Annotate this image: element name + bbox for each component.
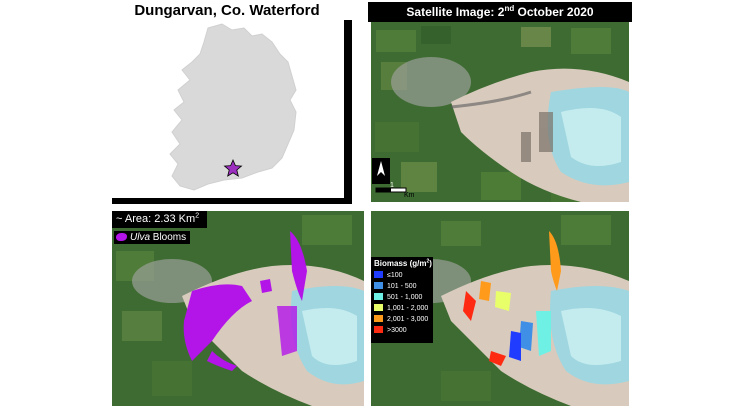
- biomass-patches: [463, 231, 561, 366]
- satellite-header-suffix: October 2020: [514, 5, 594, 19]
- biomass-title-text: Biomass (g/m: [374, 259, 427, 268]
- satellite-header-sup: nd: [504, 4, 515, 13]
- biomass-legend-label: 501 - 1,000: [387, 294, 423, 301]
- biomass-legend-swatch: [374, 304, 383, 311]
- biomass-legend-swatch: [374, 282, 383, 289]
- biomass-legend-item: 101 - 500: [374, 281, 433, 292]
- biomass-legend-item: 501 - 1,000: [374, 292, 433, 303]
- biomass-legend-rows: ≤100 101 - 500 501 - 1,000 1,001 - 2,000 2,0…: [374, 270, 433, 336]
- scale-value: 1: [390, 182, 394, 189]
- biomass-legend-swatch: [374, 271, 383, 278]
- satellite-header-prefix: Satellite Image: 2: [406, 5, 505, 19]
- frame-bottom: [112, 198, 348, 204]
- north-arrow-icon: [377, 161, 385, 176]
- ulva-legend-suffix: Blooms: [150, 232, 187, 243]
- biomass-title-end: ): [429, 259, 432, 268]
- biomass-legend-item: 2,001 - 3,000: [374, 314, 433, 325]
- ireland-locator-map: [112, 20, 352, 204]
- ulva-legend-swatch: [116, 233, 127, 241]
- ulva-bloom-areas: [183, 231, 307, 371]
- locator-map-title: Dungarvan, Co. Waterford: [134, 2, 320, 19]
- scale-unit-label: Km: [404, 192, 415, 199]
- biomass-legend: Biomass (g/m2) ≤100 101 - 500 501 - 1,000 1…: [371, 257, 433, 343]
- biomass-title-sup: 2: [426, 258, 430, 265]
- dungarvan-star-icon: [223, 158, 243, 177]
- biomass-legend-item: 1,001 - 2,000: [374, 303, 433, 314]
- biomass-legend-label: 1,001 - 2,000: [387, 305, 429, 312]
- bloom-area-text: ~ Area: 2.33 Km: [116, 213, 196, 225]
- biomass-legend-item: ≤100: [374, 270, 433, 281]
- biomass-legend-label: ≤100: [387, 272, 403, 279]
- biomass-legend-swatch: [374, 326, 383, 333]
- satellite-header: Satellite Image: 2nd October 2020: [368, 2, 632, 22]
- ulva-legend-italic: Ulva: [130, 232, 151, 243]
- frame-right: [344, 20, 352, 204]
- biomass-legend-label: >3000: [387, 327, 407, 334]
- biomass-legend-title: Biomass (g/m2): [374, 259, 433, 268]
- ulva-legend: Ulva Blooms: [114, 231, 191, 244]
- north-arrow-scale-bar: 1: [372, 158, 407, 193]
- biomass-map: [371, 211, 629, 406]
- satellite-image: [371, 22, 629, 202]
- biomass-legend-item: >3000: [374, 325, 433, 336]
- biomass-legend-swatch: [374, 293, 383, 300]
- ireland-outline: [169, 23, 297, 191]
- bloom-area-sup: 2: [195, 212, 200, 220]
- biomass-legend-label: 2,001 - 3,000: [387, 316, 429, 323]
- biomass-legend-label: 101 - 500: [387, 283, 417, 290]
- bloom-area-label: ~ Area: 2.33 Km2: [112, 211, 208, 228]
- biomass-legend-swatch: [374, 315, 383, 322]
